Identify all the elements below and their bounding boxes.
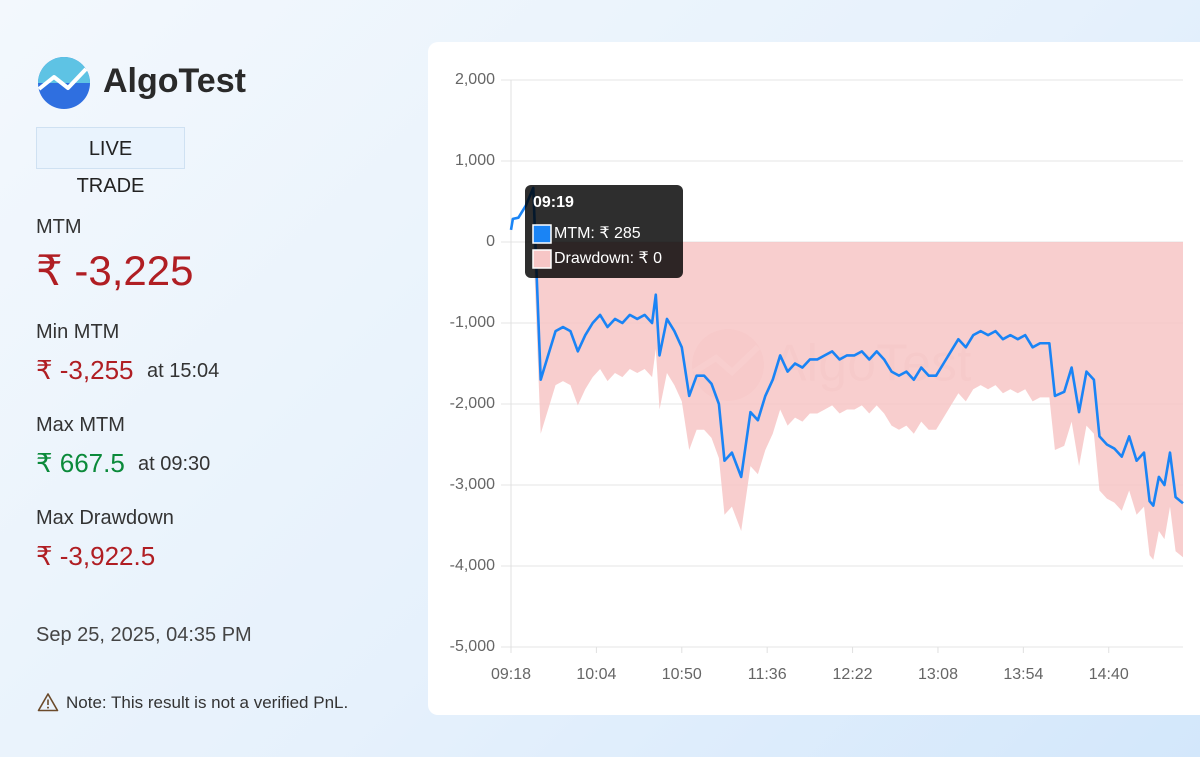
stat-label: Max Drawdown — [36, 507, 174, 529]
y-tick-label: -4,000 — [450, 557, 495, 574]
x-tick-label: 12:22 — [833, 666, 873, 683]
y-tick-label: 2,000 — [455, 71, 495, 88]
mtm-line — [509, 186, 1184, 507]
drawdown-area — [511, 242, 1183, 560]
mode-label: TRADE — [76, 175, 145, 197]
tooltip-swatch — [532, 249, 552, 269]
logo — [37, 57, 90, 109]
tooltip-box — [525, 185, 683, 278]
stat-label: Max MTM — [36, 414, 125, 436]
stat-label: Min MTM — [36, 321, 120, 343]
timestamp: Sep 25, 2025, 04:35 PM — [36, 624, 252, 646]
live-badge: LIVE — [36, 127, 185, 169]
x-tick-label: 10:50 — [662, 666, 702, 683]
note: Note: This result is not a verified PnL. — [66, 693, 349, 712]
tooltip-title: 09:19 — [533, 194, 574, 211]
stat-label: MTM — [36, 216, 82, 238]
stat-time: at 09:30 — [138, 453, 211, 475]
chart: AlgoTest2,0001,0000-1,000-2,000-3,000-4,… — [450, 71, 1184, 683]
stat-value: ₹ -3,225 — [36, 247, 194, 294]
x-tick-label: 10:04 — [576, 666, 616, 683]
x-tick-label: 13:54 — [1003, 666, 1043, 683]
brand: AlgoTest — [103, 62, 246, 100]
x-tick-label: 13:08 — [918, 666, 958, 683]
stat-value: ₹ 667.5 — [36, 448, 125, 478]
stat-time: at 15:04 — [147, 360, 220, 382]
x-tick-label: 11:36 — [748, 666, 787, 683]
tooltip-line: MTM: ₹ 285 — [554, 225, 641, 242]
y-tick-label: -1,000 — [450, 314, 495, 331]
y-tick-label: 1,000 — [455, 152, 495, 169]
tooltip: 09:19 MTM: ₹ 285 Drawdown: ₹ 0 — [525, 185, 683, 278]
y-tick-label: -5,000 — [450, 638, 495, 655]
warning-icon — [37, 693, 59, 712]
y-tick-label: 0 — [486, 233, 495, 250]
stat-value: ₹ -3,922.5 — [36, 541, 156, 571]
tooltip-line: Drawdown: ₹ 0 — [554, 250, 662, 267]
y-tick-label: -2,000 — [450, 395, 495, 412]
x-tick-label: 09:18 — [491, 666, 531, 683]
stat-value: ₹ -3,255 — [36, 355, 134, 385]
y-tick-label: -3,000 — [450, 476, 495, 493]
x-tick-label: 14:40 — [1089, 666, 1129, 683]
tooltip-swatch — [532, 224, 552, 244]
